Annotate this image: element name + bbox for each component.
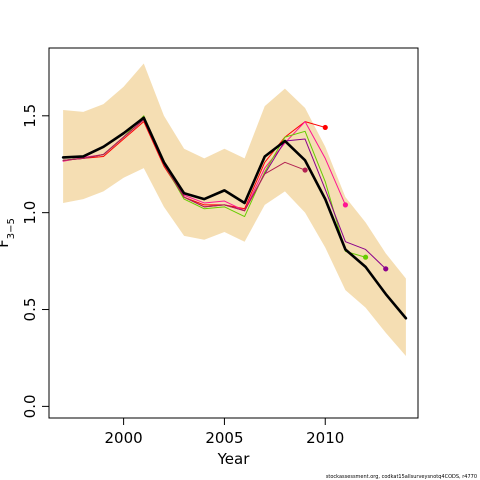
- series-lines-layer: [61, 115, 408, 320]
- series-end-markers-layer: [302, 124, 389, 272]
- series-line-5: [62, 119, 306, 212]
- x-tick-label-2000: 2000: [105, 429, 143, 447]
- axes-layer: 2000 2005 2010 0.0 0.5 1.0 1.5: [21, 104, 344, 447]
- x-tick-label-2010: 2010: [306, 429, 344, 447]
- y-tick-label-2: 1.0: [21, 201, 39, 225]
- y-axis-title-subscript: 3−5: [6, 218, 17, 239]
- confidence-band-layer: [63, 63, 406, 357]
- y-axis-title-main: F: [0, 239, 12, 248]
- series-end-point-1: [322, 124, 328, 131]
- series-end-point-5: [302, 167, 308, 173]
- y-tick-label-0: 0.0: [21, 394, 39, 418]
- y-tick-label-1: 0.5: [21, 298, 39, 322]
- series-end-point-3: [362, 254, 369, 260]
- series-end-point-4: [383, 266, 389, 272]
- credit-text: stockassessment.org, codkat15allsurveysn…: [326, 474, 477, 480]
- y-axis-title: F3−5: [0, 218, 17, 248]
- series-line-1: [62, 121, 326, 210]
- x-tick-label-2005: 2005: [205, 429, 243, 447]
- y-tick-label-3: 1.5: [21, 104, 39, 128]
- x-axis-title: Year: [217, 450, 251, 468]
- confidence-band: [63, 63, 406, 357]
- series-line-0: [61, 116, 408, 320]
- series-end-point-2: [342, 202, 349, 208]
